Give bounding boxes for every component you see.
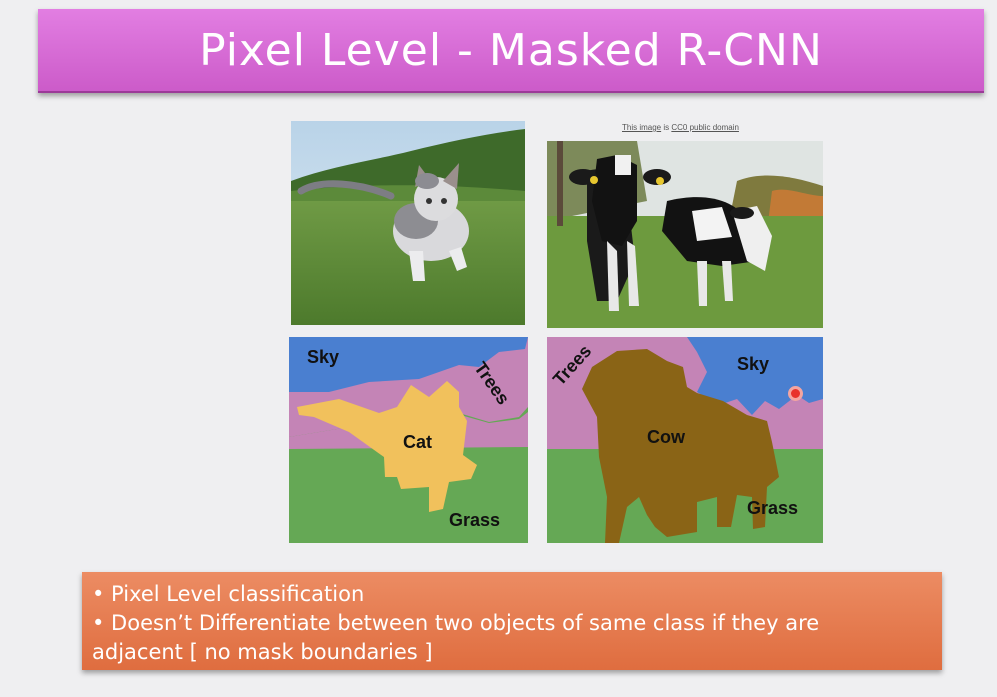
label-grass: Grass xyxy=(449,510,501,530)
bullet-pixel-level: • Pixel Level classification xyxy=(92,582,365,606)
cat-segmentation-mask: Sky Trees Cat Grass xyxy=(289,337,528,543)
label-sky: Sky xyxy=(737,354,770,374)
label-cat: Cat xyxy=(403,432,433,452)
pointer-cursor-icon xyxy=(788,386,803,401)
bullet-no-differentiation-cont: adjacent [ no mask boundaries ] xyxy=(92,640,433,664)
label-cow: Cow xyxy=(647,427,685,447)
label-grass: Grass xyxy=(747,498,799,518)
image-credit-sep: is xyxy=(661,123,672,132)
cow-segmentation-mask: Trees Sky Cow Grass xyxy=(547,337,823,543)
license-link[interactable]: CC0 public domain xyxy=(671,123,739,132)
bullet-box: • Pixel Level classification • Doesn’t D… xyxy=(82,572,942,670)
cat-photo xyxy=(291,121,525,325)
cow-photo xyxy=(547,141,823,328)
image-credit-link[interactable]: This image xyxy=(622,123,662,132)
label-sky: Sky xyxy=(307,347,340,367)
bullet-no-differentiation: • Doesn’t Differentiate between two obje… xyxy=(92,611,820,635)
image-credit: This image is CC0 public domain xyxy=(622,123,739,132)
slide-title: Pixel Level - Masked R-CNN xyxy=(199,24,823,76)
slide-title-bar: Pixel Level - Masked R-CNN xyxy=(38,9,984,93)
